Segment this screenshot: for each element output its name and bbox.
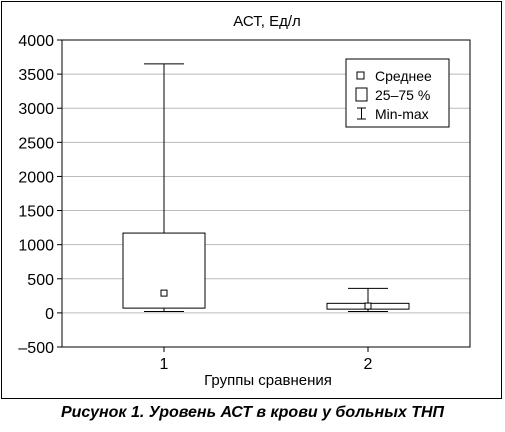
y-tick-label: 2000 — [18, 169, 54, 186]
legend-whisker-symbol — [357, 107, 366, 120]
mean-marker — [160, 289, 168, 297]
box-group-1 — [122, 63, 206, 313]
box-iqr — [122, 232, 206, 309]
y-tick-label: –500 — [18, 340, 54, 357]
x-axis-label: Группы сравнения — [204, 372, 332, 389]
legend-label-minmax: Min-max — [375, 106, 429, 122]
legend-mean-symbol — [356, 71, 365, 80]
y-tick-label: 3000 — [18, 101, 54, 118]
x-tick-label: 2 — [364, 356, 373, 373]
legend-box-symbol — [355, 87, 368, 102]
y-tick-label: 500 — [27, 272, 54, 289]
box-series — [122, 63, 410, 313]
legend-label-mean: Среднее — [375, 68, 432, 84]
figure-caption: Рисунок 1. Уровень АСТ в крови у больных… — [60, 404, 445, 421]
y-tick-label: 1000 — [18, 238, 54, 255]
y-tick-label: 3500 — [18, 67, 54, 84]
y-tick-label: 0 — [45, 306, 54, 323]
box-group-2 — [326, 287, 410, 313]
y-axis: –500 0 500 1000 1500 2000 2500 3000 3500 4000 — [18, 33, 62, 357]
legend-label-range: 25–75 % — [375, 87, 430, 103]
plot-area — [61, 39, 471, 348]
legend: Среднее 25–75 % Min-max — [345, 58, 450, 128]
y-tick-label: 2500 — [18, 135, 54, 152]
mean-marker — [364, 302, 372, 310]
y-tick-label: 1500 — [18, 204, 54, 221]
chart-title: АСТ, Ед/л — [233, 13, 301, 30]
y-tick-label: 4000 — [18, 33, 54, 50]
box-plot-chart: АСТ, Ед/л –500 0 500 1000 1500 2000 2500 3000 35… — [18, 13, 471, 389]
x-tick-label: 1 — [160, 356, 169, 373]
